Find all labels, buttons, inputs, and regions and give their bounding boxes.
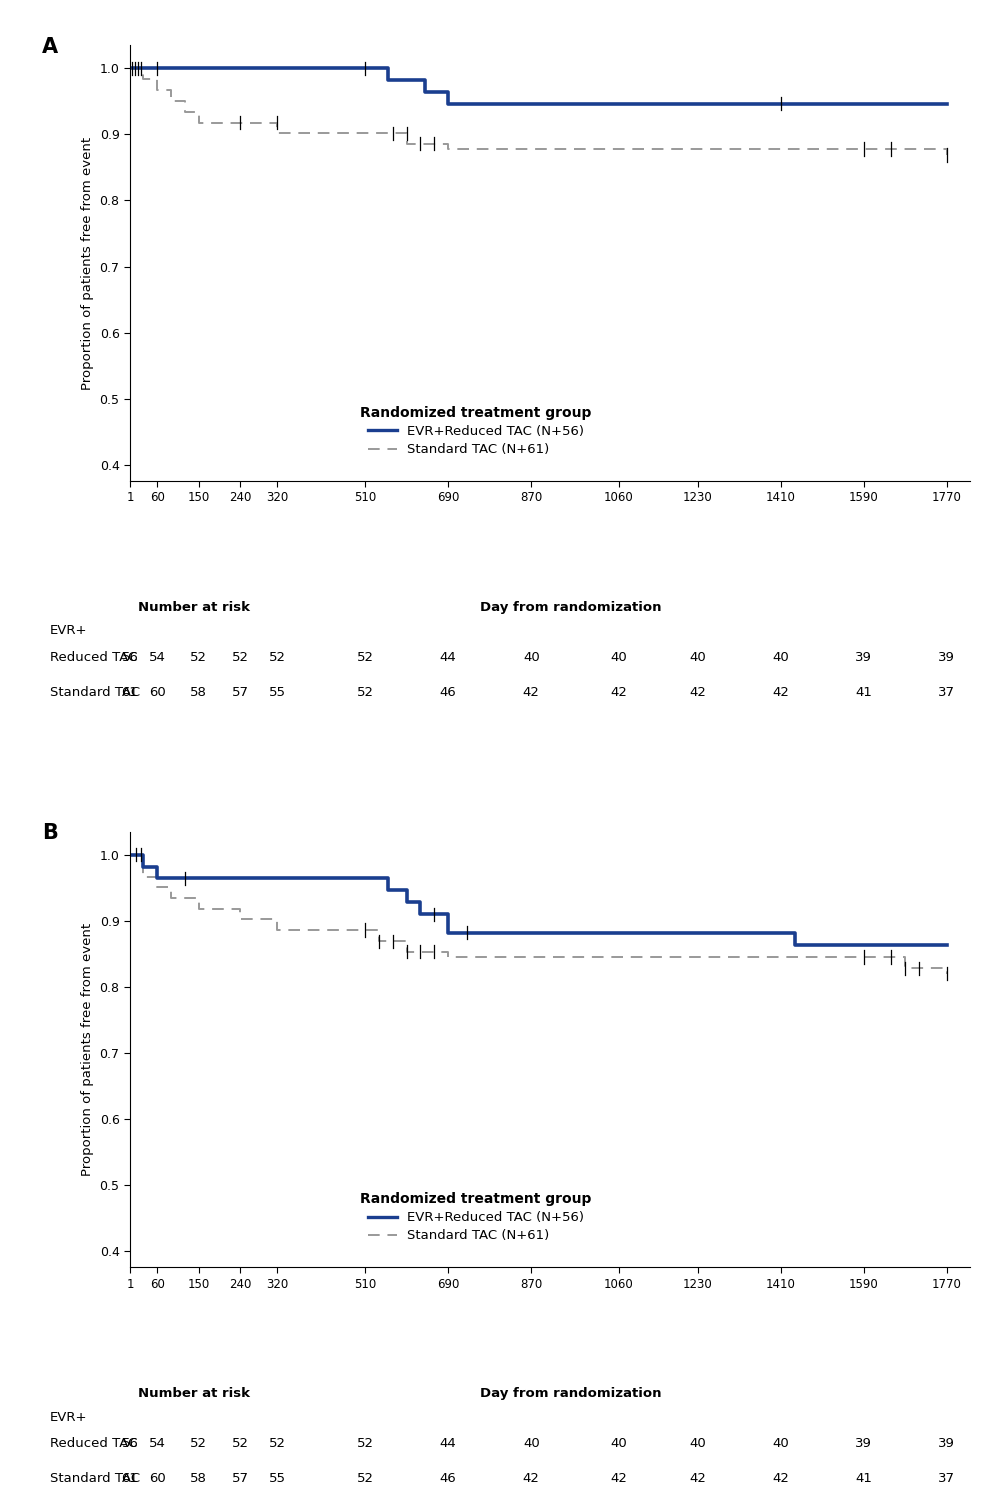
Text: 42: 42 [772, 686, 789, 700]
Text: Number at risk: Number at risk [138, 601, 250, 613]
Text: EVR+: EVR+ [50, 1411, 88, 1423]
Text: 52: 52 [232, 1437, 249, 1451]
Text: 58: 58 [190, 686, 207, 700]
Text: 41: 41 [855, 1472, 872, 1485]
Text: 42: 42 [611, 1472, 627, 1485]
Text: Day from randomization: Day from randomization [480, 601, 662, 613]
Text: 57: 57 [232, 686, 249, 700]
Text: 42: 42 [689, 686, 706, 700]
Y-axis label: Proportion of patients free from event: Proportion of patients free from event [81, 923, 94, 1176]
Text: 52: 52 [190, 1437, 207, 1451]
Text: 39: 39 [938, 651, 955, 663]
Text: 42: 42 [689, 1472, 706, 1485]
Text: 46: 46 [440, 1472, 457, 1485]
Text: 55: 55 [269, 686, 286, 700]
Text: 52: 52 [232, 651, 249, 663]
Text: 44: 44 [440, 651, 457, 663]
Text: 40: 40 [523, 651, 540, 663]
Text: 54: 54 [149, 651, 166, 663]
Text: 42: 42 [523, 1472, 540, 1485]
Text: 40: 40 [523, 1437, 540, 1451]
Text: Standard TAC: Standard TAC [50, 1472, 140, 1485]
Text: 42: 42 [772, 1472, 789, 1485]
Text: 40: 40 [689, 1437, 706, 1451]
Text: 40: 40 [611, 1437, 627, 1451]
Text: 56: 56 [122, 1437, 138, 1451]
Text: 61: 61 [122, 1472, 138, 1485]
Text: 61: 61 [122, 686, 138, 700]
Text: 42: 42 [523, 686, 540, 700]
Text: 57: 57 [232, 1472, 249, 1485]
Text: 56: 56 [122, 651, 138, 663]
Text: 40: 40 [772, 651, 789, 663]
Text: 41: 41 [855, 686, 872, 700]
Text: 52: 52 [357, 1437, 374, 1451]
Text: 55: 55 [269, 1472, 286, 1485]
Text: 52: 52 [269, 651, 286, 663]
Text: Reduced TAC: Reduced TAC [50, 1437, 138, 1451]
Text: 52: 52 [190, 651, 207, 663]
Text: 46: 46 [440, 686, 457, 700]
Text: 44: 44 [440, 1437, 457, 1451]
Text: 39: 39 [855, 651, 872, 663]
Legend: EVR+Reduced TAC (N+56), Standard TAC (N+61): EVR+Reduced TAC (N+56), Standard TAC (N+… [355, 1186, 597, 1248]
Text: 54: 54 [149, 1437, 166, 1451]
Text: B: B [42, 823, 58, 843]
Text: 39: 39 [855, 1437, 872, 1451]
Text: 40: 40 [611, 651, 627, 663]
Text: 37: 37 [938, 686, 955, 700]
Legend: EVR+Reduced TAC (N+56), Standard TAC (N+61): EVR+Reduced TAC (N+56), Standard TAC (N+… [355, 400, 597, 461]
Text: 42: 42 [611, 686, 627, 700]
Text: 37: 37 [938, 1472, 955, 1485]
Text: EVR+: EVR+ [50, 624, 88, 638]
Text: Reduced TAC: Reduced TAC [50, 651, 138, 663]
Text: A: A [42, 36, 58, 56]
Text: 39: 39 [938, 1437, 955, 1451]
Text: 60: 60 [149, 1472, 166, 1485]
Text: 40: 40 [689, 651, 706, 663]
Text: Standard TAC: Standard TAC [50, 686, 140, 700]
Text: 40: 40 [772, 1437, 789, 1451]
Text: 52: 52 [357, 651, 374, 663]
Y-axis label: Proportion of patients free from event: Proportion of patients free from event [81, 136, 94, 390]
Text: 58: 58 [190, 1472, 207, 1485]
Text: Day from randomization: Day from randomization [480, 1387, 662, 1401]
Text: Number at risk: Number at risk [138, 1387, 250, 1401]
Text: 52: 52 [269, 1437, 286, 1451]
Text: 52: 52 [357, 1472, 374, 1485]
Text: 52: 52 [357, 686, 374, 700]
Text: 60: 60 [149, 686, 166, 700]
